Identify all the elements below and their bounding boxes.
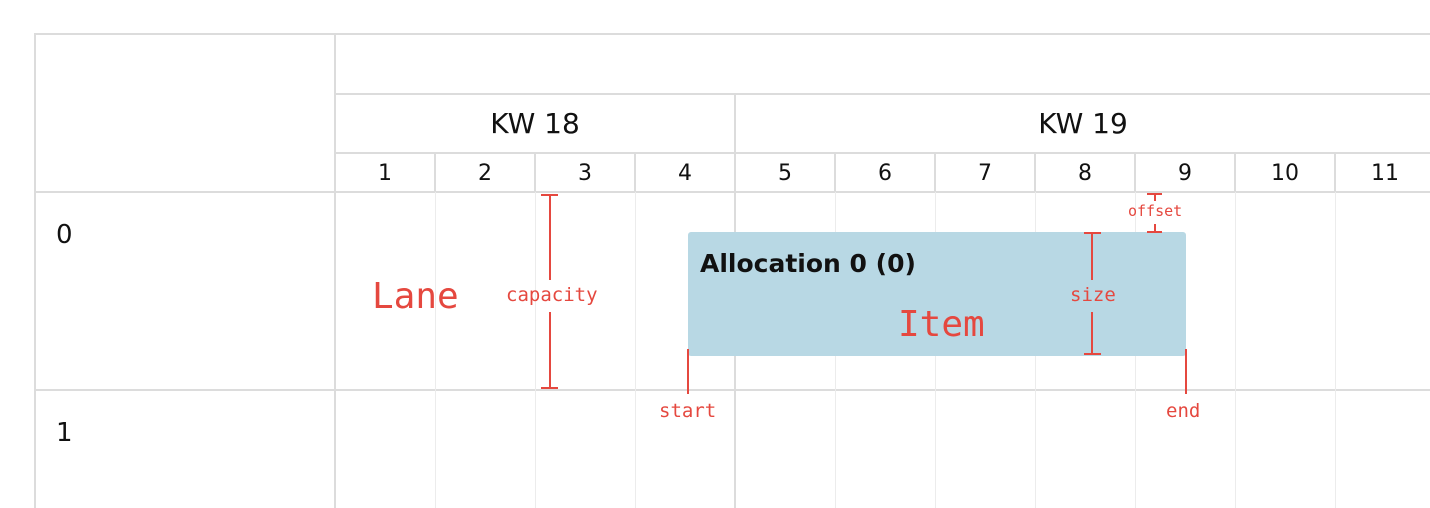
day-grid-line [1235,192,1236,508]
day-header-divider [1034,152,1036,192]
size-bracket-bottom [1084,353,1101,355]
day-label: 7 [978,161,992,186]
day-label: 11 [1371,161,1399,186]
offset-bracket-line [1154,224,1156,232]
week-label-kw18: KW 18 [490,107,580,140]
day-header-divider [434,152,436,192]
day-grid-line [1335,192,1336,508]
day-header-divider [834,152,836,192]
annotation-end: end [1166,400,1201,422]
day-label: 2 [478,161,492,186]
allocation-item[interactable] [688,232,1186,356]
end-marker [1185,349,1187,394]
day-label: 10 [1271,161,1299,186]
annotation-item: Item [898,304,985,345]
start-marker [687,349,689,394]
annotation-offset: offset [1128,202,1183,220]
lane-label-1: 1 [56,418,73,448]
day-label: 5 [778,161,792,186]
day-header-divider [534,152,536,192]
week-row-top-line [334,93,1430,95]
day-header-divider [1334,152,1336,192]
day-header-divider [634,152,636,192]
day-label: 4 [678,161,692,186]
size-bracket-line [1091,232,1093,280]
lane-label-0: 0 [56,220,73,250]
day-label: 9 [1178,161,1192,186]
day-grid-line [535,192,536,508]
day-label: 8 [1078,161,1092,186]
day-label: 1 [378,161,392,186]
allocation-item-title: Allocation 0 (0) [700,249,916,278]
day-row-top-line [334,152,1430,154]
day-label: 6 [878,161,892,186]
capacity-bracket-line [549,312,551,388]
day-grid-line [435,192,436,508]
lane-header-divider [334,33,336,508]
size-bracket-line [1091,312,1093,354]
day-label: 3 [578,161,592,186]
week-label-kw19: KW 19 [1038,107,1128,140]
annotation-lane: Lane [372,276,459,317]
annotation-size: size [1070,284,1116,306]
offset-bracket-line [1154,193,1156,201]
day-header-divider [1134,152,1136,192]
capacity-bracket-line [549,194,551,280]
day-grid-line [635,192,636,508]
day-header-divider [934,152,936,192]
left-border [34,33,36,508]
capacity-bracket-bottom [541,387,558,389]
annotation-capacity: capacity [506,284,598,306]
day-header-divider [1234,152,1236,192]
top-border [34,33,1430,35]
offset-bracket-bottom [1147,231,1162,233]
header-bottom-line [34,191,1430,193]
lane-divider [34,389,1430,391]
annotation-start: start [659,400,717,422]
